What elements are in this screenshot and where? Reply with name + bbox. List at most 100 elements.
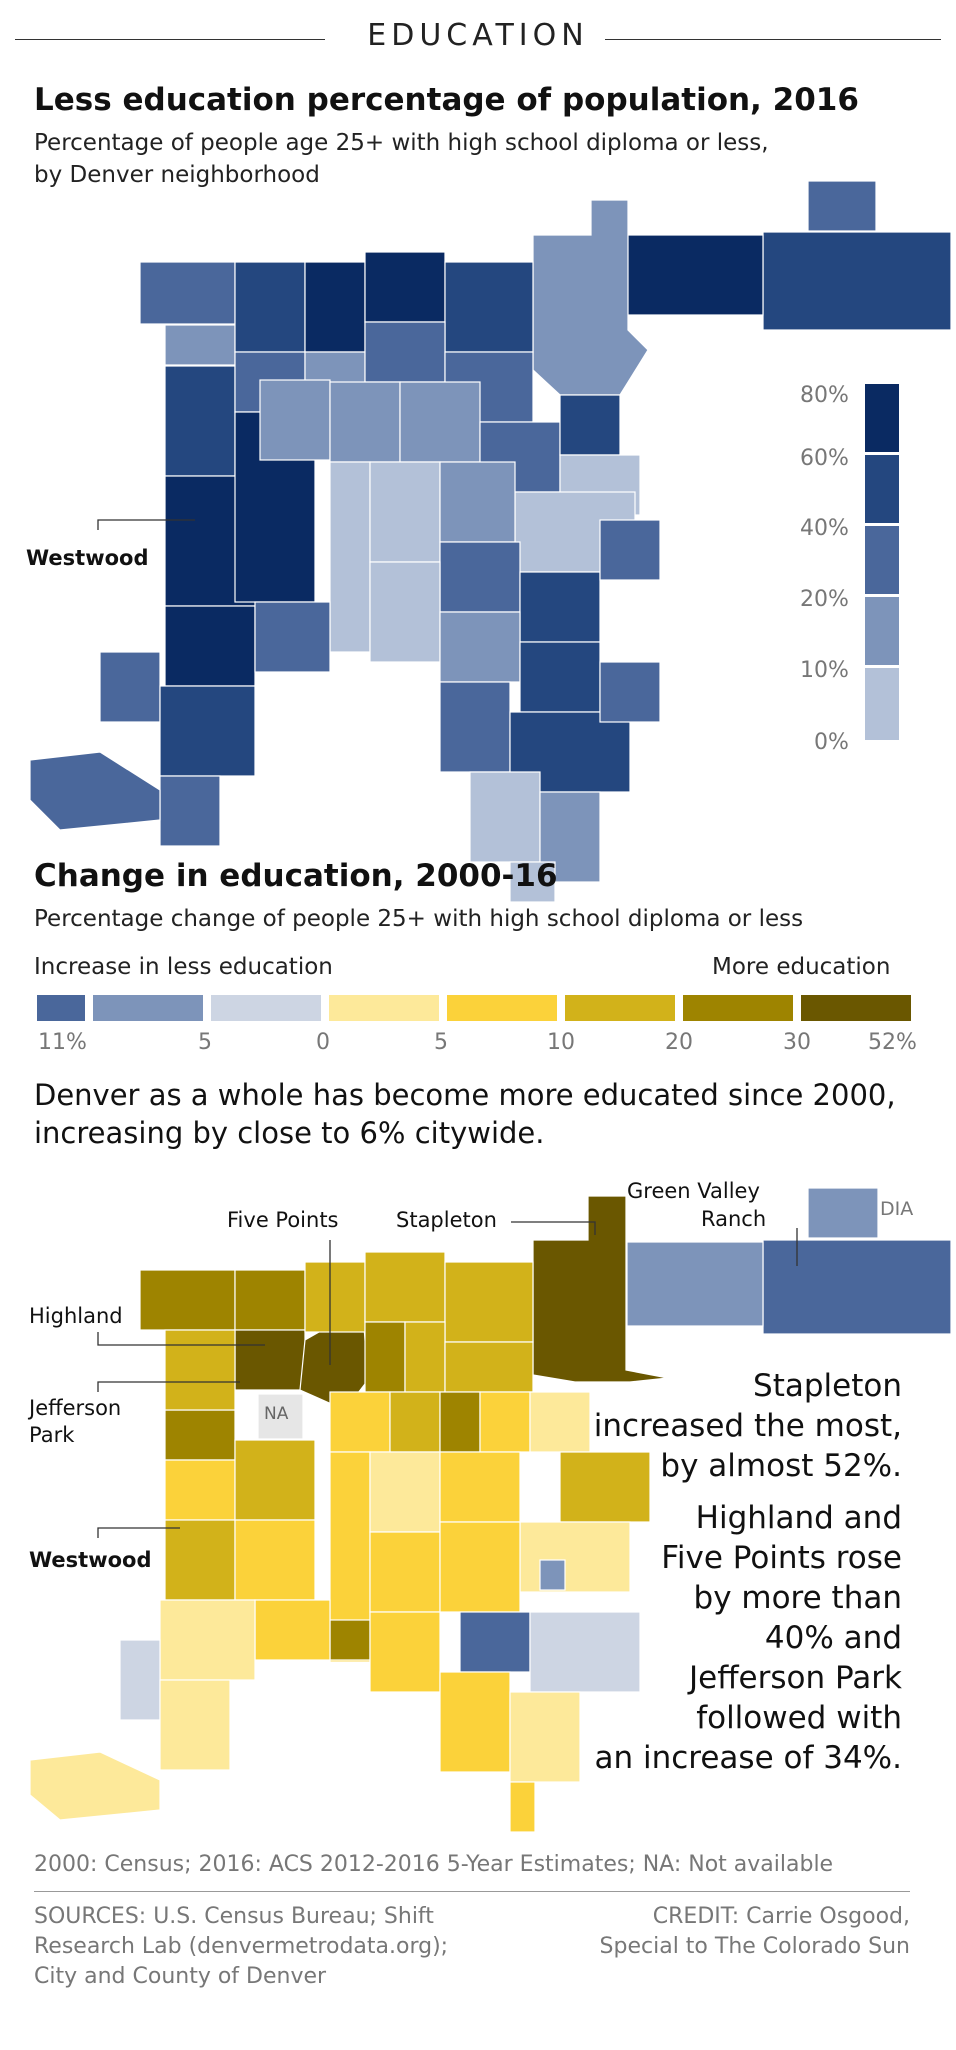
map2-c-6: [439, 1391, 481, 1453]
map1-c-9: [369, 461, 441, 563]
map1-westwood-leader: [97, 519, 195, 530]
map2-c-12: [439, 1521, 521, 1613]
map2-callout-dia: DIA: [880, 1198, 914, 1220]
footer-credit-line2: Special to The Colorado Sun: [599, 1934, 910, 1959]
map2-s-7: [459, 1611, 531, 1673]
map2-se-1: [509, 1691, 581, 1783]
map1-c-5: [329, 381, 401, 463]
map1-subtitle-line1: Percentage of people age 25+ with high s…: [34, 130, 769, 156]
map1-c-8: [329, 461, 371, 653]
footer-credit: CREDIT: Carrie Osgood, Special to The Co…: [530, 1902, 910, 1962]
map2-westwood-leader: [97, 1527, 180, 1538]
map1-nw-1: [139, 261, 236, 325]
map2-stapleton: [532, 1195, 669, 1383]
map2-s-9: [439, 1671, 511, 1773]
map1-callout-westwood: Westwood: [26, 546, 149, 570]
footer-sources-line1: SOURCES: U.S. Census Bureau; Shift: [34, 1904, 434, 1929]
map2-legend-tick-11: 11%: [38, 1030, 87, 1055]
map1-legend-label-80: 80%: [800, 383, 849, 408]
map1-s-2: [369, 561, 441, 663]
map2-s-8: [529, 1611, 641, 1693]
map2-callout-gvr-line1: Green Valley: [627, 1179, 760, 1203]
map2-c-1: [364, 1321, 406, 1393]
map2-c-4: [329, 1391, 391, 1453]
map2-n-1: [304, 1261, 366, 1333]
map1-e-5: [599, 519, 661, 581]
map2-c-11: [369, 1531, 441, 1613]
map2-c-3: [444, 1341, 534, 1393]
map2-w-2: [164, 1459, 236, 1521]
map2-s-1: [329, 1619, 371, 1661]
header-rule-left: [15, 39, 325, 40]
map2-legend-tick-0: 0: [316, 1030, 330, 1055]
map2-e-3: [519, 1521, 631, 1593]
map1-sw-1: [99, 651, 161, 723]
map1-nw-2: [164, 324, 236, 366]
summary-line1: Denver as a whole has become more educat…: [34, 1078, 896, 1112]
section-title: EDUCATION: [367, 18, 589, 53]
map2-subtitle: Percentage change of people 25+ with hig…: [34, 906, 804, 932]
summary-line2: increasing by close to 6% citywide.: [34, 1116, 545, 1150]
map2-nw-1: [139, 1269, 236, 1331]
map1-s-5: [439, 681, 511, 773]
map2-e-1: [529, 1391, 591, 1453]
map2-callout-stapleton: Stapleton: [396, 1208, 497, 1232]
map2-westwood: [164, 1519, 236, 1601]
map2-ne-strip: [626, 1241, 764, 1327]
map2-highland: [234, 1329, 306, 1391]
map2-s-3: [159, 1599, 256, 1681]
map1-n-1: [304, 261, 366, 353]
map2-legend-tick-10: 10: [547, 1030, 575, 1055]
map2-nw-2: [234, 1269, 306, 1331]
map1-w-4: [234, 261, 306, 353]
map1-s-4: [519, 641, 601, 713]
map2-dia-top: [807, 1187, 879, 1239]
map1-c-4: [259, 379, 331, 461]
map2-legend-swatch-5: [447, 995, 557, 1021]
map2-c-5: [389, 1391, 441, 1453]
map2-c-7: [479, 1391, 531, 1453]
map2-n-2: [364, 1251, 446, 1323]
map2-callout-highland: Highland: [29, 1304, 123, 1328]
map2-w-3: [234, 1439, 316, 1521]
footer-sources: SOURCES: U.S. Census Bureau; Shift Resea…: [34, 1902, 448, 1992]
note-highland-line1: Highland and: [695, 1500, 902, 1536]
map2-e-2: [559, 1451, 651, 1523]
note-highland: Highland and Five Points rose by more th…: [560, 1498, 902, 1778]
map1-legend-label-40: 40%: [800, 516, 849, 541]
map1-c-11: [439, 541, 521, 613]
map2-legend-swatch-2: [93, 995, 203, 1021]
footer-credit-line1: CREDIT: Carrie Osgood,: [652, 1904, 910, 1929]
map1-w-3: [164, 605, 256, 687]
map1-legend-swatch-3: [865, 526, 899, 594]
note-highland-line2: Five Points rose: [661, 1540, 902, 1576]
note-highland-line3: by more than: [693, 1580, 902, 1616]
map2-title: Change in education, 2000-16: [34, 858, 558, 894]
map1-s-1: [254, 601, 331, 673]
footer-rule: [34, 1891, 910, 1892]
map2-callout-jefferson-line1: Jefferson: [29, 1396, 122, 1420]
note-highland-line5: Jefferson Park: [688, 1660, 902, 1696]
map1-n-2: [364, 251, 446, 323]
map1-se-3: [509, 861, 556, 903]
note-highland-line7: an increase of 34%.: [594, 1740, 902, 1776]
map2-legend-tick-30: 30: [783, 1030, 811, 1055]
map2-legend-swatch-4: [329, 995, 439, 1021]
map2-callout-five-points: Five Points: [227, 1208, 339, 1232]
map2-n-3: [444, 1261, 534, 1343]
map2-s-4: [119, 1639, 161, 1721]
map2-legend-tick-5b: 5: [434, 1030, 448, 1055]
map1-title: Less education percentage of population,…: [34, 82, 859, 118]
map2-na: [257, 1393, 304, 1440]
map1-legend-label-10: 10%: [800, 658, 849, 683]
map1-sw-4: [29, 751, 161, 831]
header-rule-right: [605, 39, 941, 40]
map2-s-5: [159, 1679, 231, 1771]
map1-legend-swatch-5: [865, 668, 899, 740]
map1-w-1: [164, 365, 236, 477]
map1-legend-swatch-4: [865, 597, 899, 665]
map2-e-4: [539, 1559, 566, 1591]
map1-legend-swatch-1: [865, 384, 899, 452]
map1-legend-label-20: 20%: [800, 587, 849, 612]
